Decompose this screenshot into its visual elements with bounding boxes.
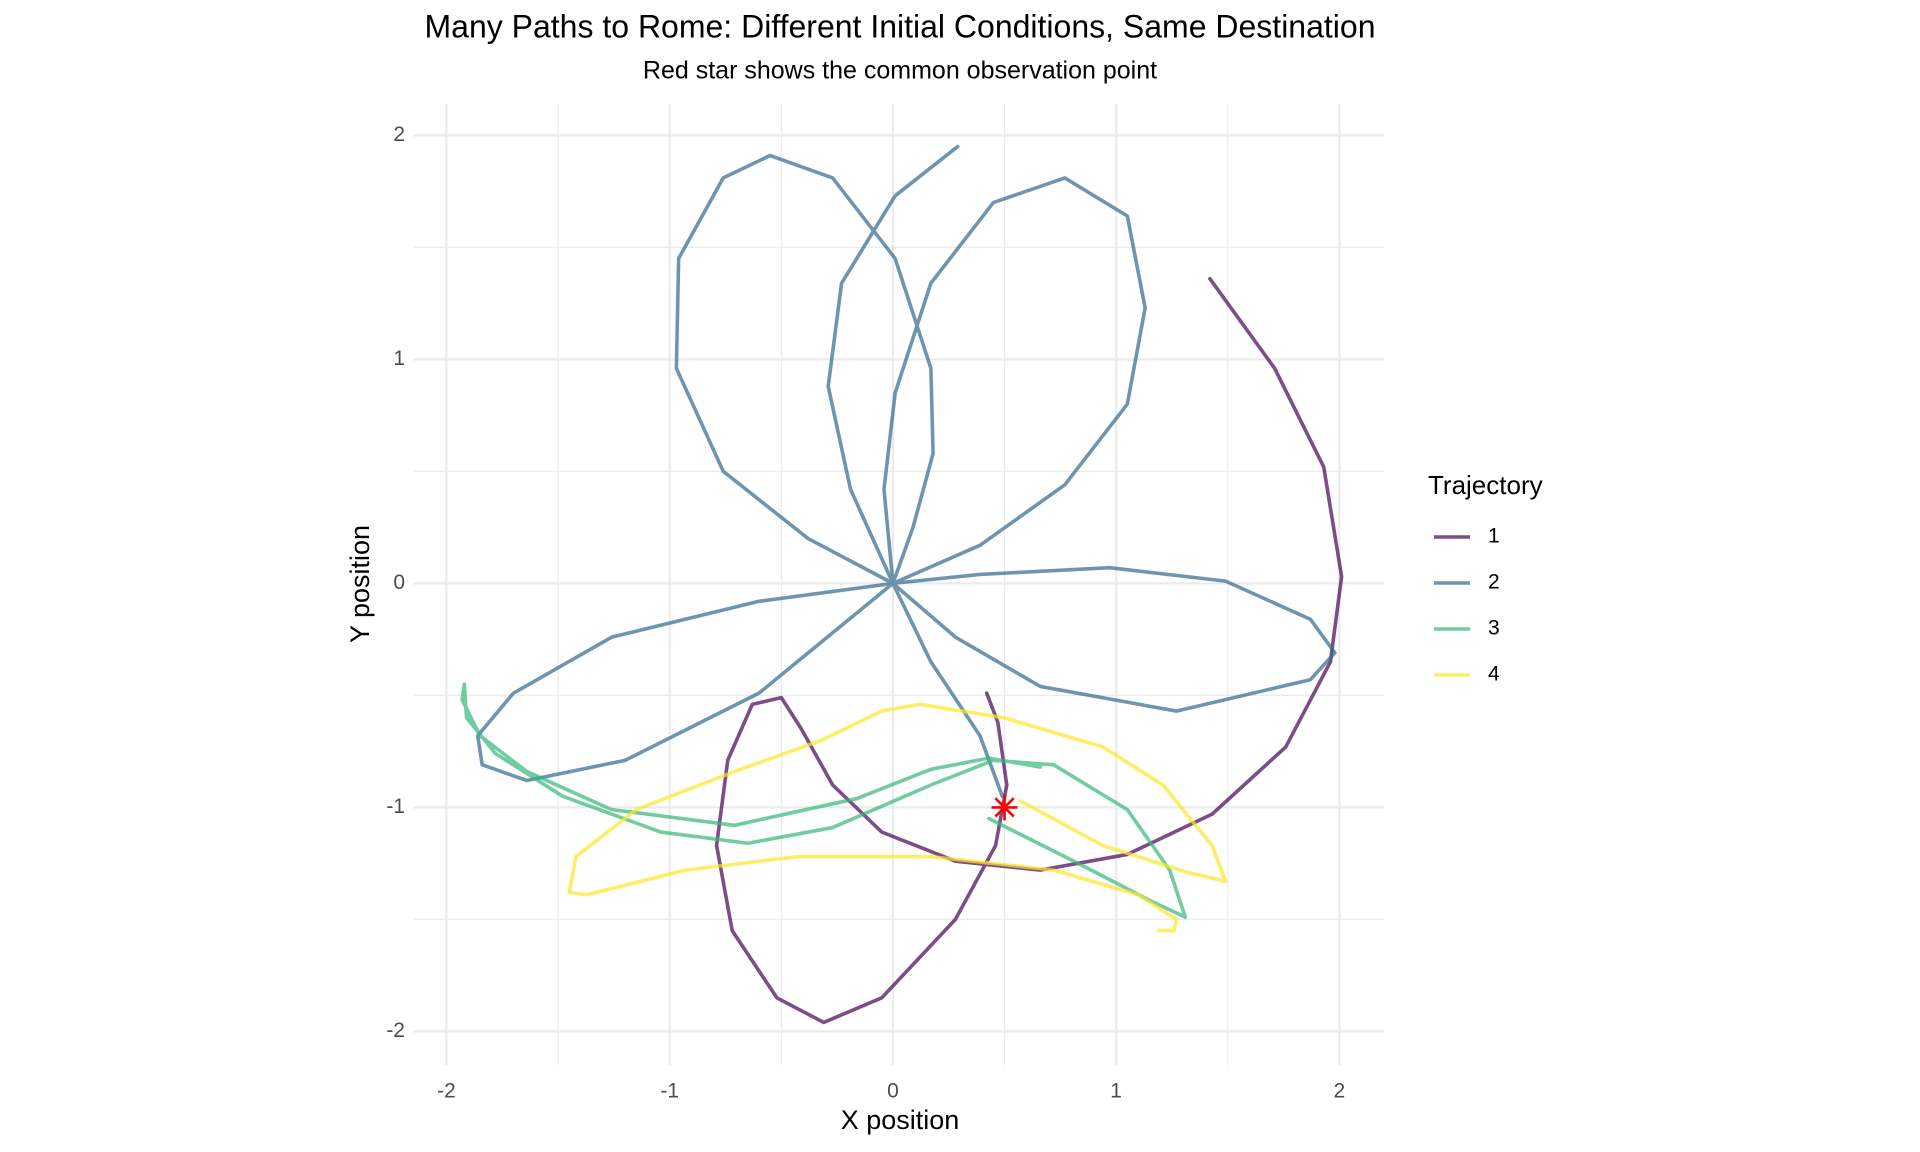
y-tick-label: 2: [393, 123, 405, 146]
chart-subtitle: Red star shows the common observation po…: [643, 57, 1157, 85]
legend-label: 3: [1488, 617, 1500, 640]
legend-label: 4: [1488, 663, 1500, 686]
trajectory-line: [567, 702, 1228, 933]
trajectory-line: [714, 276, 1344, 1025]
x-tick-label: 0: [887, 1080, 899, 1103]
x-tick-label: 2: [1334, 1080, 1346, 1103]
x-tick-label: 1: [1110, 1080, 1122, 1103]
x-tick-label: -1: [660, 1080, 679, 1103]
legend-title: Trajectory: [1428, 470, 1543, 500]
y-tick-label: 1: [393, 347, 405, 370]
observation-star: [991, 794, 1018, 821]
legend-label: 1: [1488, 525, 1500, 548]
x-tick-label: -2: [437, 1080, 456, 1103]
y-tick-label: 0: [393, 571, 405, 594]
chart-title: Many Paths to Rome: Different Initial Co…: [425, 8, 1376, 44]
trajectory-line: [460, 682, 1188, 919]
y-tick-label: -2: [386, 1019, 405, 1042]
x-axis-title: X position: [841, 1105, 960, 1135]
trajectory-line: [475, 144, 1337, 798]
y-axis-title: Y position: [345, 525, 375, 643]
y-tick-label: -1: [386, 795, 405, 818]
legend-label: 2: [1488, 571, 1500, 594]
